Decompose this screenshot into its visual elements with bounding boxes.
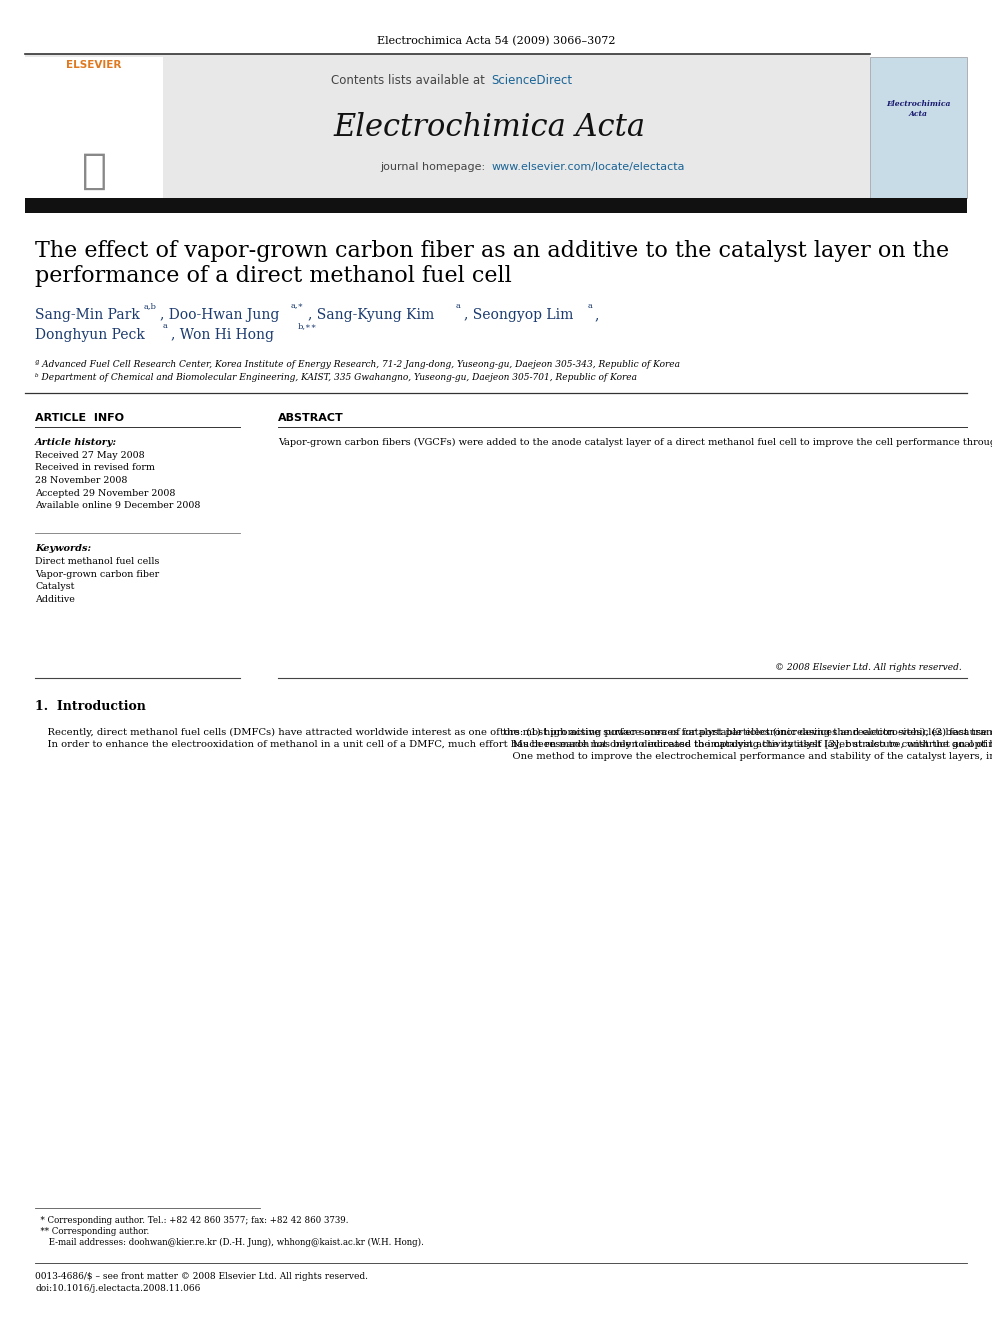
Text: 0013-4686/$ – see front matter © 2008 Elsevier Ltd. All rights reserved.: 0013-4686/$ – see front matter © 2008 El…	[35, 1271, 368, 1281]
Text: a: a	[456, 302, 461, 310]
Text: Direct methanol fuel cells
Vapor-grown carbon fiber
Catalyst
Additive: Direct methanol fuel cells Vapor-grown c…	[35, 557, 160, 603]
Text: ⬛: ⬛	[81, 149, 106, 192]
Text: a,∗: a,∗	[291, 302, 305, 310]
Text: Electrochimica Acta 54 (2009) 3066–3072: Electrochimica Acta 54 (2009) 3066–3072	[377, 36, 615, 46]
Text: , Won Hi Hong: , Won Hi Hong	[171, 328, 274, 343]
Text: * Corresponding author. Tel.: +82 42 860 3577; fax: +82 42 860 3739.: * Corresponding author. Tel.: +82 42 860…	[35, 1216, 348, 1225]
Text: ScienceDirect: ScienceDirect	[491, 74, 572, 87]
Bar	[25, 54, 870, 198]
Text: ᵇ Department of Chemical and Biomolecular Engineering, KAIST, 335 Gwahangno, Yus: ᵇ Department of Chemical and Biomolecula…	[35, 373, 637, 382]
Text: Keywords:: Keywords:	[35, 544, 91, 553]
Text: journal homepage:: journal homepage:	[380, 161, 489, 172]
Text: a: a	[163, 321, 168, 329]
Text: Contents lists available at: Contents lists available at	[331, 74, 489, 87]
Bar	[870, 57, 967, 198]
Text: Vapor-grown carbon fibers (VGCFs) were added to the anode catalyst layer of a di: Vapor-grown carbon fibers (VGCFs) were a…	[278, 438, 992, 447]
Text: ,: ,	[594, 308, 598, 321]
Text: doi:10.1016/j.electacta.2008.11.066: doi:10.1016/j.electacta.2008.11.066	[35, 1285, 200, 1293]
Text: tors: (1) high active surface area of catalyst particles (increasing the reactio: tors: (1) high active surface area of ca…	[500, 728, 992, 761]
Text: Electrochimica
Acta: Electrochimica Acta	[886, 101, 950, 118]
Text: , Doo-Hwan Jung: , Doo-Hwan Jung	[160, 308, 280, 321]
Text: Received 27 May 2008
Received in revised form
28 November 2008
Accepted 29 Novem: Received 27 May 2008 Received in revised…	[35, 451, 200, 509]
Text: a: a	[588, 302, 593, 310]
Text: ** Corresponding author.: ** Corresponding author.	[35, 1226, 149, 1236]
Text: Sang-Min Park: Sang-Min Park	[35, 308, 140, 321]
Text: E-mail addresses: doohwan@kier.re.kr (D.-H. Jung), whhong@kaist.ac.kr (W.H. Hong: E-mail addresses: doohwan@kier.re.kr (D.…	[35, 1238, 424, 1248]
Text: www.elsevier.com/locate/electacta: www.elsevier.com/locate/electacta	[491, 161, 684, 172]
Text: ABSTRACT: ABSTRACT	[278, 413, 344, 423]
Text: ª Advanced Fuel Cell Research Center, Korea Institute of Energy Research, 71-2 J: ª Advanced Fuel Cell Research Center, Ko…	[35, 360, 680, 369]
Text: The effect of vapor-grown carbon fiber as an additive to the catalyst layer on t: The effect of vapor-grown carbon fiber a…	[35, 239, 949, 287]
Text: ARTICLE  INFO: ARTICLE INFO	[35, 413, 124, 423]
Text: a,b: a,b	[144, 302, 157, 310]
Text: 1.  Introduction: 1. Introduction	[35, 700, 146, 713]
Text: , Sang-Kyung Kim: , Sang-Kyung Kim	[308, 308, 434, 321]
Bar	[25, 57, 163, 198]
Text: , Seongyop Lim: , Seongyop Lim	[464, 308, 573, 321]
Text: Donghyun Peck: Donghyun Peck	[35, 328, 145, 343]
Bar	[25, 198, 967, 213]
Text: ELSEVIER: ELSEVIER	[66, 60, 122, 70]
Text: © 2008 Elsevier Ltd. All rights reserved.: © 2008 Elsevier Ltd. All rights reserved…	[776, 663, 962, 672]
Text: b,∗∗: b,∗∗	[298, 321, 317, 329]
Text: Article history:: Article history:	[35, 438, 117, 447]
Text: Recently, direct methanol fuel cells (DMFCs) have attracted worldwide interest a: Recently, direct methanol fuel cells (DM…	[35, 728, 992, 749]
Text: Electrochimica Acta: Electrochimica Acta	[333, 112, 645, 143]
